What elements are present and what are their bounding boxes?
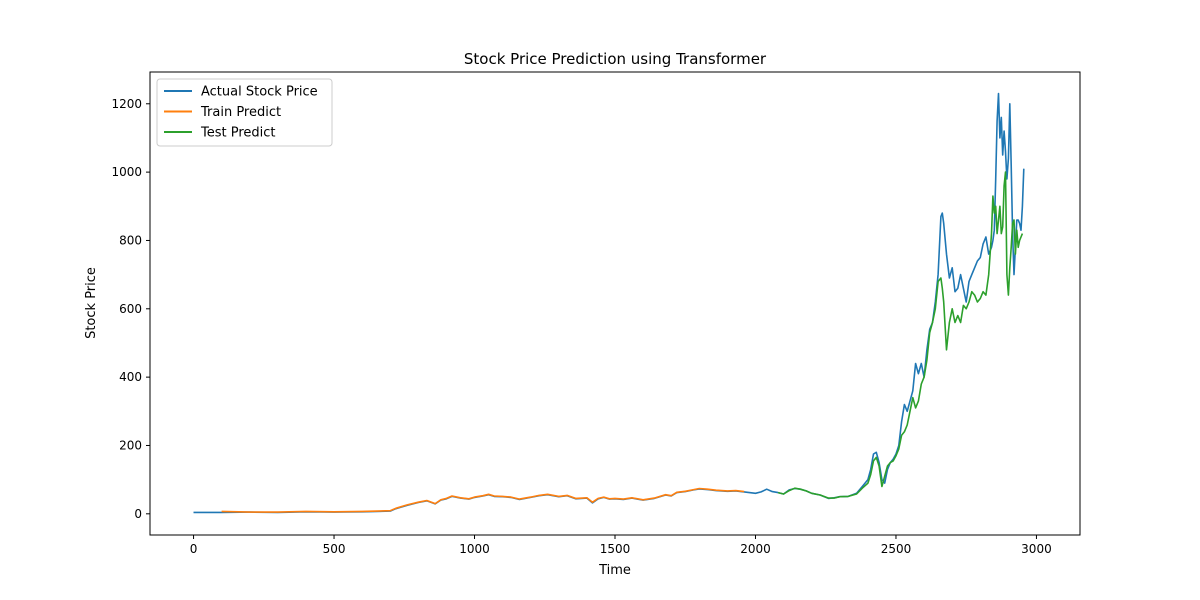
x-tick-label: 2500 bbox=[881, 542, 912, 556]
y-axis-ticks: 0 200 400 600 800 1000 1200 bbox=[111, 97, 150, 521]
y-axis-label: Stock Price bbox=[84, 267, 99, 339]
legend-label-test-predict: Test Predict bbox=[200, 126, 276, 141]
x-tick-label: 2000 bbox=[740, 542, 771, 556]
y-tick-label: 200 bbox=[119, 438, 142, 452]
y-tick-label: 800 bbox=[119, 233, 142, 247]
x-tick-label: 0 bbox=[190, 542, 198, 556]
y-tick-label: 400 bbox=[119, 370, 142, 384]
x-tick-label: 500 bbox=[323, 542, 346, 556]
legend-box bbox=[156, 78, 333, 147]
plot-lines bbox=[193, 92, 1025, 514]
series-line-test-predict bbox=[777, 171, 1024, 499]
legend-label-actual-stock-price: Actual Stock Price bbox=[201, 85, 318, 100]
legend-label-train-predict: Train Predict bbox=[200, 105, 281, 120]
y-tick-label: 1000 bbox=[111, 165, 142, 179]
x-tick-label: 1500 bbox=[600, 542, 631, 556]
legend: Actual Stock Price Train Predict Test Pred… bbox=[156, 78, 333, 147]
x-tick-label: 3000 bbox=[1021, 542, 1052, 556]
y-tick-label: 0 bbox=[134, 507, 142, 521]
x-axis-label: Time bbox=[598, 563, 631, 578]
x-axis-ticks: 0 500 1000 1500 2000 2500 3000 bbox=[190, 535, 1052, 556]
y-tick-label: 600 bbox=[119, 302, 142, 316]
chart-title: Stock Price Prediction using Transformer bbox=[464, 50, 767, 68]
x-tick-label: 1000 bbox=[459, 542, 490, 556]
y-tick-label: 1200 bbox=[111, 97, 142, 111]
series-line-train-predict bbox=[221, 487, 745, 513]
